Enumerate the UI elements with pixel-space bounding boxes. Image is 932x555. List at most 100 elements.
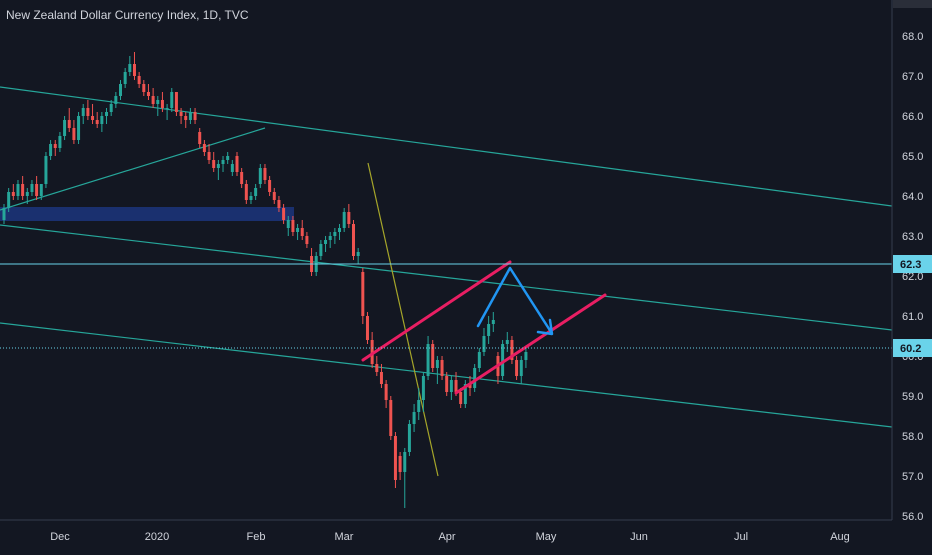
ascending-trendline [0, 127, 266, 211]
candle [174, 92, 178, 116]
candle-body [81, 108, 85, 116]
candle [91, 104, 95, 124]
candle [338, 224, 342, 240]
candle [142, 80, 146, 96]
x-tick-label: Jul [734, 531, 748, 543]
candle-body [258, 168, 262, 184]
candle-body [221, 160, 225, 164]
candle-body [370, 340, 374, 364]
candle [132, 52, 136, 80]
candle [393, 432, 397, 488]
candle-body [156, 100, 160, 104]
candle-body [445, 376, 449, 392]
candle [39, 184, 43, 200]
candle [170, 88, 174, 112]
candle-body [487, 324, 491, 336]
candle [100, 112, 104, 132]
candle [235, 152, 239, 176]
candle-body [226, 156, 230, 160]
candle [417, 388, 421, 420]
x-tick-label: Mar [335, 531, 354, 543]
candle [226, 152, 230, 164]
candle-body [454, 380, 458, 392]
candle-body [184, 116, 188, 120]
candle [53, 140, 57, 156]
candle [207, 144, 211, 164]
candle-body [160, 100, 164, 108]
candle [151, 88, 155, 108]
candle [202, 140, 206, 156]
candle [384, 380, 388, 408]
candle [487, 316, 491, 344]
candle [160, 92, 164, 112]
candle-body [333, 232, 337, 236]
candle-body [142, 84, 146, 92]
candle-body [352, 224, 355, 256]
candle [86, 100, 90, 120]
candle-body [524, 352, 528, 360]
candle [72, 120, 76, 144]
y-tick-label: 67.0 [902, 71, 923, 83]
candle [77, 112, 81, 144]
candle-body [49, 144, 53, 156]
candle [515, 356, 519, 380]
candle-body [244, 184, 248, 200]
candle [44, 152, 48, 188]
candle-body [324, 240, 328, 244]
candle-body [365, 316, 369, 340]
candle [421, 372, 425, 412]
candle [365, 312, 369, 344]
candle [249, 192, 253, 204]
candle-body [519, 360, 523, 376]
x-tick-label: Dec [50, 531, 70, 543]
candle [244, 180, 248, 204]
candle-body [67, 120, 71, 128]
candle-body [212, 160, 216, 168]
candle-body [501, 344, 505, 376]
candle [319, 240, 323, 260]
candle [119, 80, 122, 100]
drawings-layer [0, 86, 893, 477]
candle [282, 204, 286, 224]
candle [296, 224, 300, 240]
candle-body [21, 184, 25, 196]
candle [519, 356, 523, 384]
candle-body [435, 360, 439, 368]
candle-body [123, 72, 127, 84]
candle-body [473, 368, 477, 388]
candle [105, 108, 109, 124]
x-tick-label: May [536, 531, 557, 543]
candle-body [198, 132, 202, 144]
price-label-text: 62.3 [900, 259, 921, 271]
candle [403, 448, 407, 508]
price-label-background [893, 339, 932, 357]
candle [389, 396, 393, 440]
candle [431, 340, 435, 372]
candle-body [412, 412, 416, 424]
candle-body [249, 196, 253, 200]
candle-body [361, 272, 365, 316]
candle [286, 216, 290, 236]
candle-body [342, 212, 346, 228]
candle-body [263, 168, 267, 180]
candle-body [95, 120, 99, 124]
x-tick-label: Feb [247, 531, 266, 543]
forecast-arrowhead [536, 318, 554, 336]
channel-upper-line [361, 260, 512, 362]
candle-body [235, 156, 239, 172]
candle [263, 164, 267, 184]
candle [30, 180, 34, 196]
candle-body [305, 236, 309, 244]
y-tick-label: 59.0 [902, 391, 923, 403]
y-tick-label: 61.0 [902, 311, 923, 323]
candle-body [86, 108, 90, 116]
candle [35, 176, 39, 200]
candle [463, 380, 467, 408]
candle [109, 100, 113, 116]
candle [268, 176, 272, 196]
candle-body [25, 192, 29, 196]
candle-body [114, 96, 118, 104]
candle-body [128, 64, 132, 72]
